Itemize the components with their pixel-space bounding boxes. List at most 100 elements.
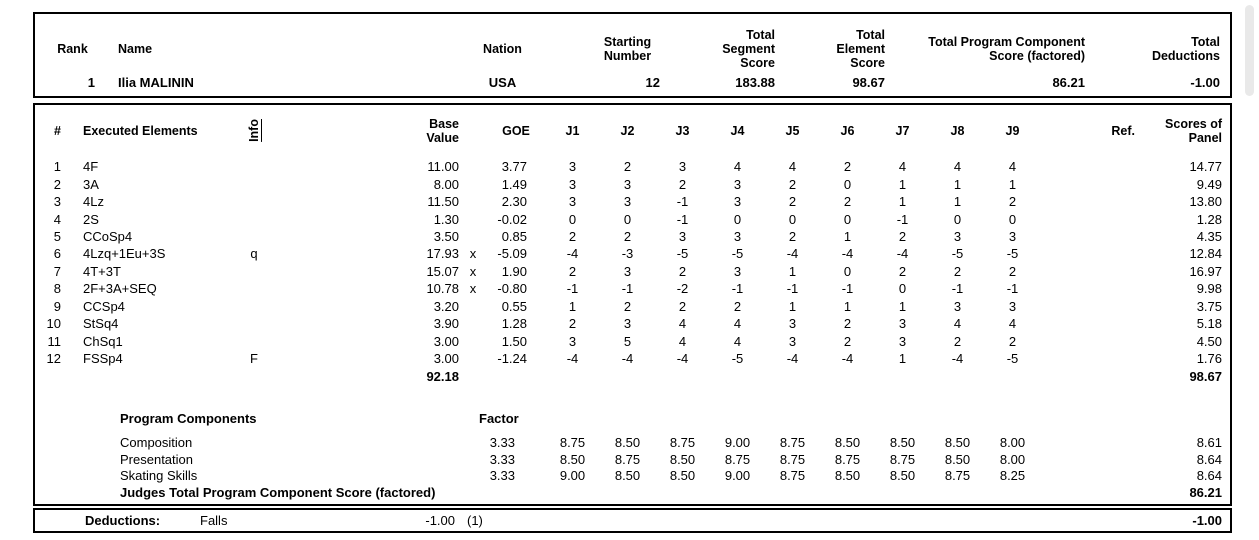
judge-score-j4: 2: [733, 298, 742, 314]
component-score-j2: 8.50: [614, 435, 641, 451]
judge-score-j1: 1: [568, 298, 577, 314]
component-score-j9: 8.00: [999, 451, 1026, 467]
element-x-flag: [459, 158, 487, 175]
element-number: 6: [53, 246, 61, 262]
judge-score-j4: -5: [731, 246, 744, 262]
info-rotated-label: Info: [247, 119, 261, 142]
element-name: 2S: [83, 211, 99, 227]
element-base-value: 3.00: [433, 333, 459, 349]
element-ref: [1040, 350, 1135, 367]
judge-score-j9: 3: [1008, 228, 1017, 244]
element-number: 9: [53, 298, 61, 314]
judge-score-j7: 1: [898, 176, 907, 192]
component-score-j4: 9.00: [724, 435, 751, 451]
deductions-table: Deductions: Falls -1.00 (1) -1.00: [33, 508, 1232, 533]
component-score-j1: 9.00: [559, 468, 586, 484]
element-goe: 1.49: [501, 176, 527, 192]
element-name: 4Lz: [83, 194, 104, 210]
scrollbar-thumb[interactable]: [1245, 5, 1254, 96]
col-nation: Nation: [483, 42, 522, 56]
judge-score-j6: 2: [843, 159, 852, 175]
judge-score-j8: 4: [953, 159, 962, 175]
component-name: Skating Skills: [120, 468, 198, 484]
element-row: 9 CCSp4 3.20 0.55 1 2 2 2 1 1 1 3 3 3.75: [35, 298, 1230, 315]
judge-score-j5: 3: [788, 333, 797, 349]
component-panel-score: 8.61: [1196, 435, 1222, 451]
component-score-j6: 8.50: [834, 435, 861, 451]
element-ref: [1040, 193, 1135, 210]
judge-score-j5: 1: [788, 298, 797, 314]
col-j9: J9: [1005, 123, 1020, 138]
judge-score-j5: 2: [788, 194, 797, 210]
element-row: 5 CCoSp4 3.50 0.85 2 2 3 3 2 1 2 3 3 4.3…: [35, 228, 1230, 245]
component-score-j5: 8.75: [779, 468, 806, 484]
judge-score-j9: 4: [1008, 159, 1017, 175]
element-score-total: 98.67: [1189, 368, 1222, 384]
judge-score-j2: -4: [621, 351, 634, 367]
component-row: Presentation 3.33 8.50 8.75 8.50 8.75 8.…: [35, 451, 1230, 468]
judge-score-j2: 2: [623, 159, 632, 175]
judge-score-j1: 3: [568, 159, 577, 175]
judge-score-j9: 4: [1008, 316, 1017, 332]
components-total-label: Judges Total Program Component Score (fa…: [120, 485, 436, 501]
element-base-value: 3.00: [433, 351, 459, 367]
judge-score-j9: -1: [1006, 281, 1019, 297]
component-score-j7: 8.50: [889, 435, 916, 451]
col-ref: Ref.: [1111, 123, 1135, 138]
judge-score-j3: -1: [676, 211, 689, 227]
element-name: FSSp4: [83, 351, 123, 367]
component-factor: 3.33: [489, 451, 515, 467]
starting-number-value: 12: [645, 75, 660, 90]
element-ref: [1040, 315, 1135, 332]
col-j7: J7: [895, 123, 910, 138]
element-name: 4T+3T: [83, 263, 121, 279]
judge-score-j3: 4: [678, 316, 687, 332]
col-total-element-score: Total Element Score: [836, 28, 885, 70]
element-info-flag: [219, 210, 289, 227]
judge-score-j1: 3: [568, 333, 577, 349]
base-value-total: 92.18: [426, 368, 459, 384]
component-name: Presentation: [120, 451, 193, 467]
element-ref: [1040, 158, 1135, 175]
element-name: 4Lzq+1Eu+3S: [83, 246, 166, 262]
judge-score-j5: 2: [788, 176, 797, 192]
judge-score-j4: 3: [733, 176, 742, 192]
element-panel-score: 13.80: [1189, 194, 1222, 210]
col-total-segment-score: Total Segment Score: [722, 28, 775, 70]
judge-score-j2: 3: [623, 176, 632, 192]
element-number: 8: [53, 281, 61, 297]
element-goe: 0.55: [501, 298, 527, 314]
competitor-header-row: Rank Name Nation Starting Number Total S…: [35, 14, 1230, 75]
element-base-value: 1.30: [433, 211, 459, 227]
judge-score-j3: 2: [678, 263, 687, 279]
element-info-flag: [219, 228, 289, 245]
col-j3: J3: [675, 123, 690, 138]
element-goe: 0.85: [501, 228, 527, 244]
col-total-deductions: Total Deductions: [1151, 35, 1220, 63]
component-score-j8: 8.50: [944, 435, 971, 451]
component-score-j4: 8.75: [724, 451, 751, 467]
judge-score-j4: 4: [733, 333, 742, 349]
element-number: 1: [53, 159, 61, 175]
col-executed-elements: Executed Elements: [83, 123, 198, 138]
judge-score-j3: 2: [678, 298, 687, 314]
element-info-flag: F: [250, 351, 258, 367]
judge-score-j4: -5: [731, 351, 744, 367]
element-number: 7: [53, 263, 61, 279]
element-goe: 1.28: [501, 316, 527, 332]
judge-score-j5: 2: [788, 228, 797, 244]
element-number: 2: [53, 176, 61, 192]
judge-score-j8: 4: [953, 316, 962, 332]
judge-score-j6: 0: [843, 263, 852, 279]
deduction-value: -1.00: [425, 513, 455, 528]
judge-score-j2: -1: [621, 281, 634, 297]
col-total-program-component-score: Total Program Component Score (factored): [928, 35, 1085, 63]
judge-score-j8: -1: [951, 281, 964, 297]
element-panel-score: 9.49: [1196, 176, 1222, 192]
judge-score-j7: 1: [898, 351, 907, 367]
element-goe: 2.30: [501, 194, 527, 210]
component-score-j4: 9.00: [724, 468, 751, 484]
col-j4: J4: [730, 123, 745, 138]
competitor-values-row: 1 Ilia MALININ USA 12 183.88 98.67 86.21…: [35, 75, 1230, 96]
element-number: 10: [46, 316, 61, 332]
